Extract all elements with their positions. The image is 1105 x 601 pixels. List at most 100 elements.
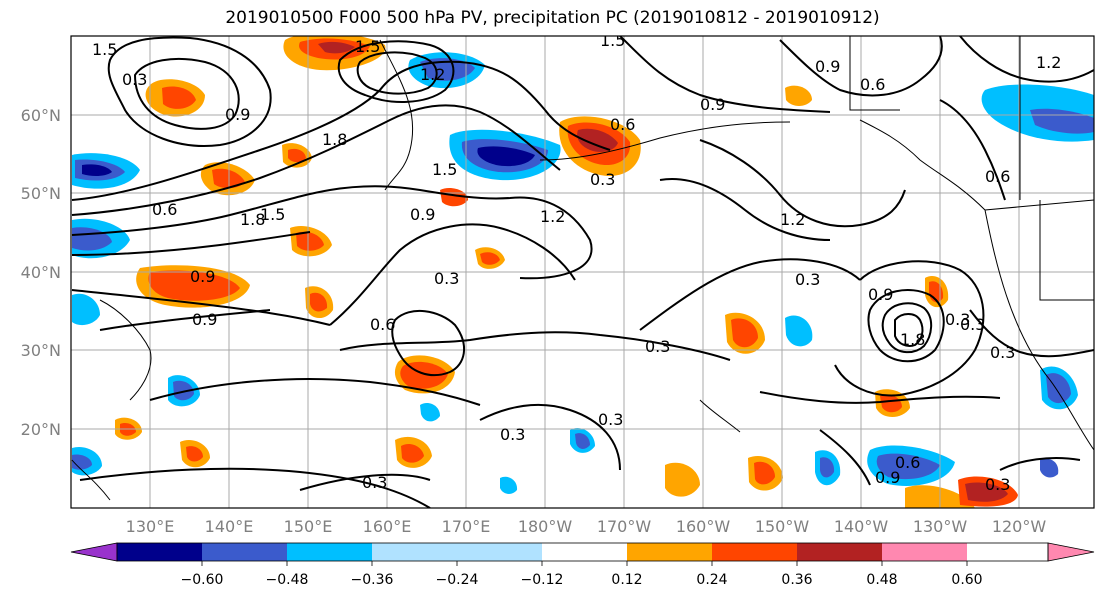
contour-label: 1.8 [240,210,265,229]
contour-label: 1.2 [1036,53,1061,72]
contour-label: 0.3 [122,70,147,89]
contour-label: 1.2 [540,207,565,226]
gridlines [71,36,1094,508]
lon-label: 180°W [518,517,573,536]
contour-label: 1.5 [600,31,625,50]
colorbar-segment [542,543,627,561]
contour-label: 1.8 [900,330,925,349]
contour-label: 1.5 [92,40,117,59]
colorbar-tick-label: 0.12 [611,572,642,588]
contour-label: 1.2 [420,65,445,84]
colorbar-extend-high [1047,542,1095,562]
lon-label: 170°W [597,517,652,536]
colorbar-ticks [201,561,968,566]
colorbar-tick-label: 0.36 [781,572,812,588]
precip-blob-positive [785,85,812,106]
contour-label: 0.6 [860,75,885,94]
contour-label: 0.3 [795,270,820,289]
precip-blob-positive [200,162,255,196]
colorbar-tick-label: 0.48 [866,572,897,588]
colorbar-tick-label: 0.24 [696,572,727,588]
precip-blob-negative [449,129,561,181]
contour-label: 0.9 [225,105,250,124]
lat-label: 20°N [21,420,61,439]
contour-label: 0.9 [868,285,893,304]
colorbar-tick-label: −0.36 [351,572,394,588]
contour-label: 0.6 [610,115,635,134]
precip-blob-positive [748,456,783,491]
precip-blob-negative [72,293,100,326]
contour-label: 0.6 [895,453,920,472]
colorbar-segment [797,543,882,561]
contour-label: 1.5 [355,37,380,56]
colorbar-outline [116,542,1049,562]
colorbar: −0.60 −0.48 −0.36 −0.24 −0.12 0.12 0.24 … [70,542,1095,588]
colorbar-tick-label: −0.60 [181,572,224,588]
contour-label: 0.9 [190,267,215,286]
contour-label: 1.5 [432,160,457,179]
lon-label: 150°W [755,517,810,536]
colorbar-extend-low [70,542,118,562]
colorbar-segment [627,543,712,561]
contour-label: 0.3 [945,310,970,329]
lat-label: 50°N [21,184,61,203]
precip-blob-negative [420,403,518,494]
contour-label: 0.3 [434,269,459,288]
contour-label: 1.8 [322,130,347,149]
precip-blob-positive [305,286,334,319]
precip-blob-positive [136,265,250,308]
contour-label: 0.3 [645,337,670,356]
contour-label: 0.3 [985,475,1010,494]
contour-label: 1.2 [780,210,805,229]
figure-title: 2019010500 F000 500 hPa PV, precipitatio… [225,8,880,28]
precip-blob-negative [815,450,841,486]
lon-label: 160°E [363,517,412,536]
lon-label: 140°W [834,517,889,536]
contour-label: 0.6 [370,315,395,334]
lat-label: 60°N [21,106,61,125]
precip-blob-negative [1040,458,1059,478]
contour-label: 1.5 [260,205,285,224]
lon-label: 160°W [676,517,731,536]
contour-label: 0.3 [362,473,387,492]
precip-blob-positive [725,312,765,354]
precip-blob-positive [665,462,700,497]
precip-blob-negative [1040,366,1078,410]
precip-blob-positive [475,247,505,269]
longitude-labels: 130°E 140°E 150°E 160°E 170°E 180°W 170°… [126,517,1047,536]
colorbar-segment [202,543,287,561]
colorbar-segment [457,543,542,561]
pv-contours [71,36,1094,508]
precip-blob-positive [145,79,205,117]
colorbar-segment [882,543,967,561]
contour-label: 0.9 [875,468,900,487]
lon-label: 120°W [992,517,1047,536]
precip-blob-negative [785,315,813,347]
colorbar-segment [372,543,457,561]
precip-blob-negative [570,427,595,453]
lat-label: 40°N [21,263,61,282]
lon-label: 170°E [442,517,491,536]
lon-label: 140°E [205,517,254,536]
colorbar-tick-label: −0.24 [436,572,479,588]
precip-blob-negative [867,445,955,486]
contour-label: 0.3 [990,343,1015,362]
map-border [70,35,1095,509]
precip-blob-positive [395,436,432,468]
coastlines [71,36,1094,501]
contour-label: 0.9 [700,95,725,114]
contour-labels: 1.5 1.5 1.5 1.2 0.9 0.9 1.8 1.5 0.6 0.3 … [92,31,1061,494]
contour-label: 0.3 [590,170,615,189]
lon-label: 150°E [284,517,333,536]
colorbar-segment [712,543,797,561]
colorbar-segment [287,543,372,561]
contour-label: 0.3 [500,425,525,444]
contour-label: 0.6 [152,200,177,219]
lon-label: 130°E [126,517,175,536]
lat-label: 30°N [21,341,61,360]
contour-label: 0.3 [960,315,985,334]
latitude-labels: 60°N 50°N 40°N 30°N 20°N [21,106,61,439]
contour-label: 0.9 [815,57,840,76]
contour-label: 0.9 [410,205,435,224]
